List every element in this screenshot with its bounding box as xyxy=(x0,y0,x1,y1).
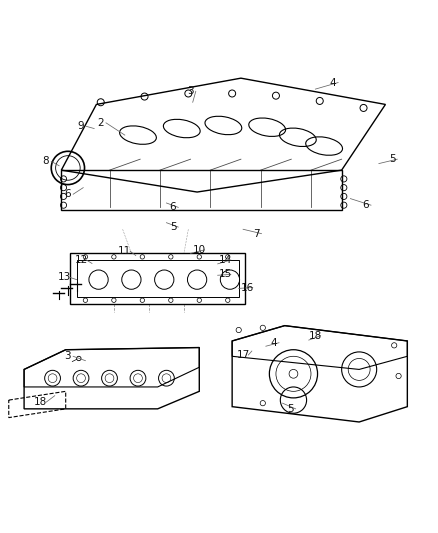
Text: 17: 17 xyxy=(237,350,250,360)
Text: 13: 13 xyxy=(58,272,71,282)
Text: 6: 6 xyxy=(170,203,177,212)
Text: 6: 6 xyxy=(64,189,71,199)
Text: 10: 10 xyxy=(193,245,206,255)
Text: 3: 3 xyxy=(187,86,194,96)
Text: 5: 5 xyxy=(170,222,177,232)
Text: 15: 15 xyxy=(219,269,232,279)
Text: 4: 4 xyxy=(329,77,336,87)
Text: 8: 8 xyxy=(42,156,49,166)
Text: 18: 18 xyxy=(34,397,47,407)
Text: 5: 5 xyxy=(389,154,396,164)
Text: 9: 9 xyxy=(78,122,85,131)
Text: 16: 16 xyxy=(241,282,254,293)
Text: 12: 12 xyxy=(74,255,88,265)
Text: 6: 6 xyxy=(362,200,369,210)
Text: 14: 14 xyxy=(219,255,232,265)
Text: 11: 11 xyxy=(118,246,131,256)
Text: 4: 4 xyxy=(270,338,277,348)
Text: 3: 3 xyxy=(64,351,71,361)
Text: 7: 7 xyxy=(253,229,260,239)
Text: 18: 18 xyxy=(309,330,322,341)
Text: 5: 5 xyxy=(287,404,294,414)
Text: 2: 2 xyxy=(97,118,104,128)
